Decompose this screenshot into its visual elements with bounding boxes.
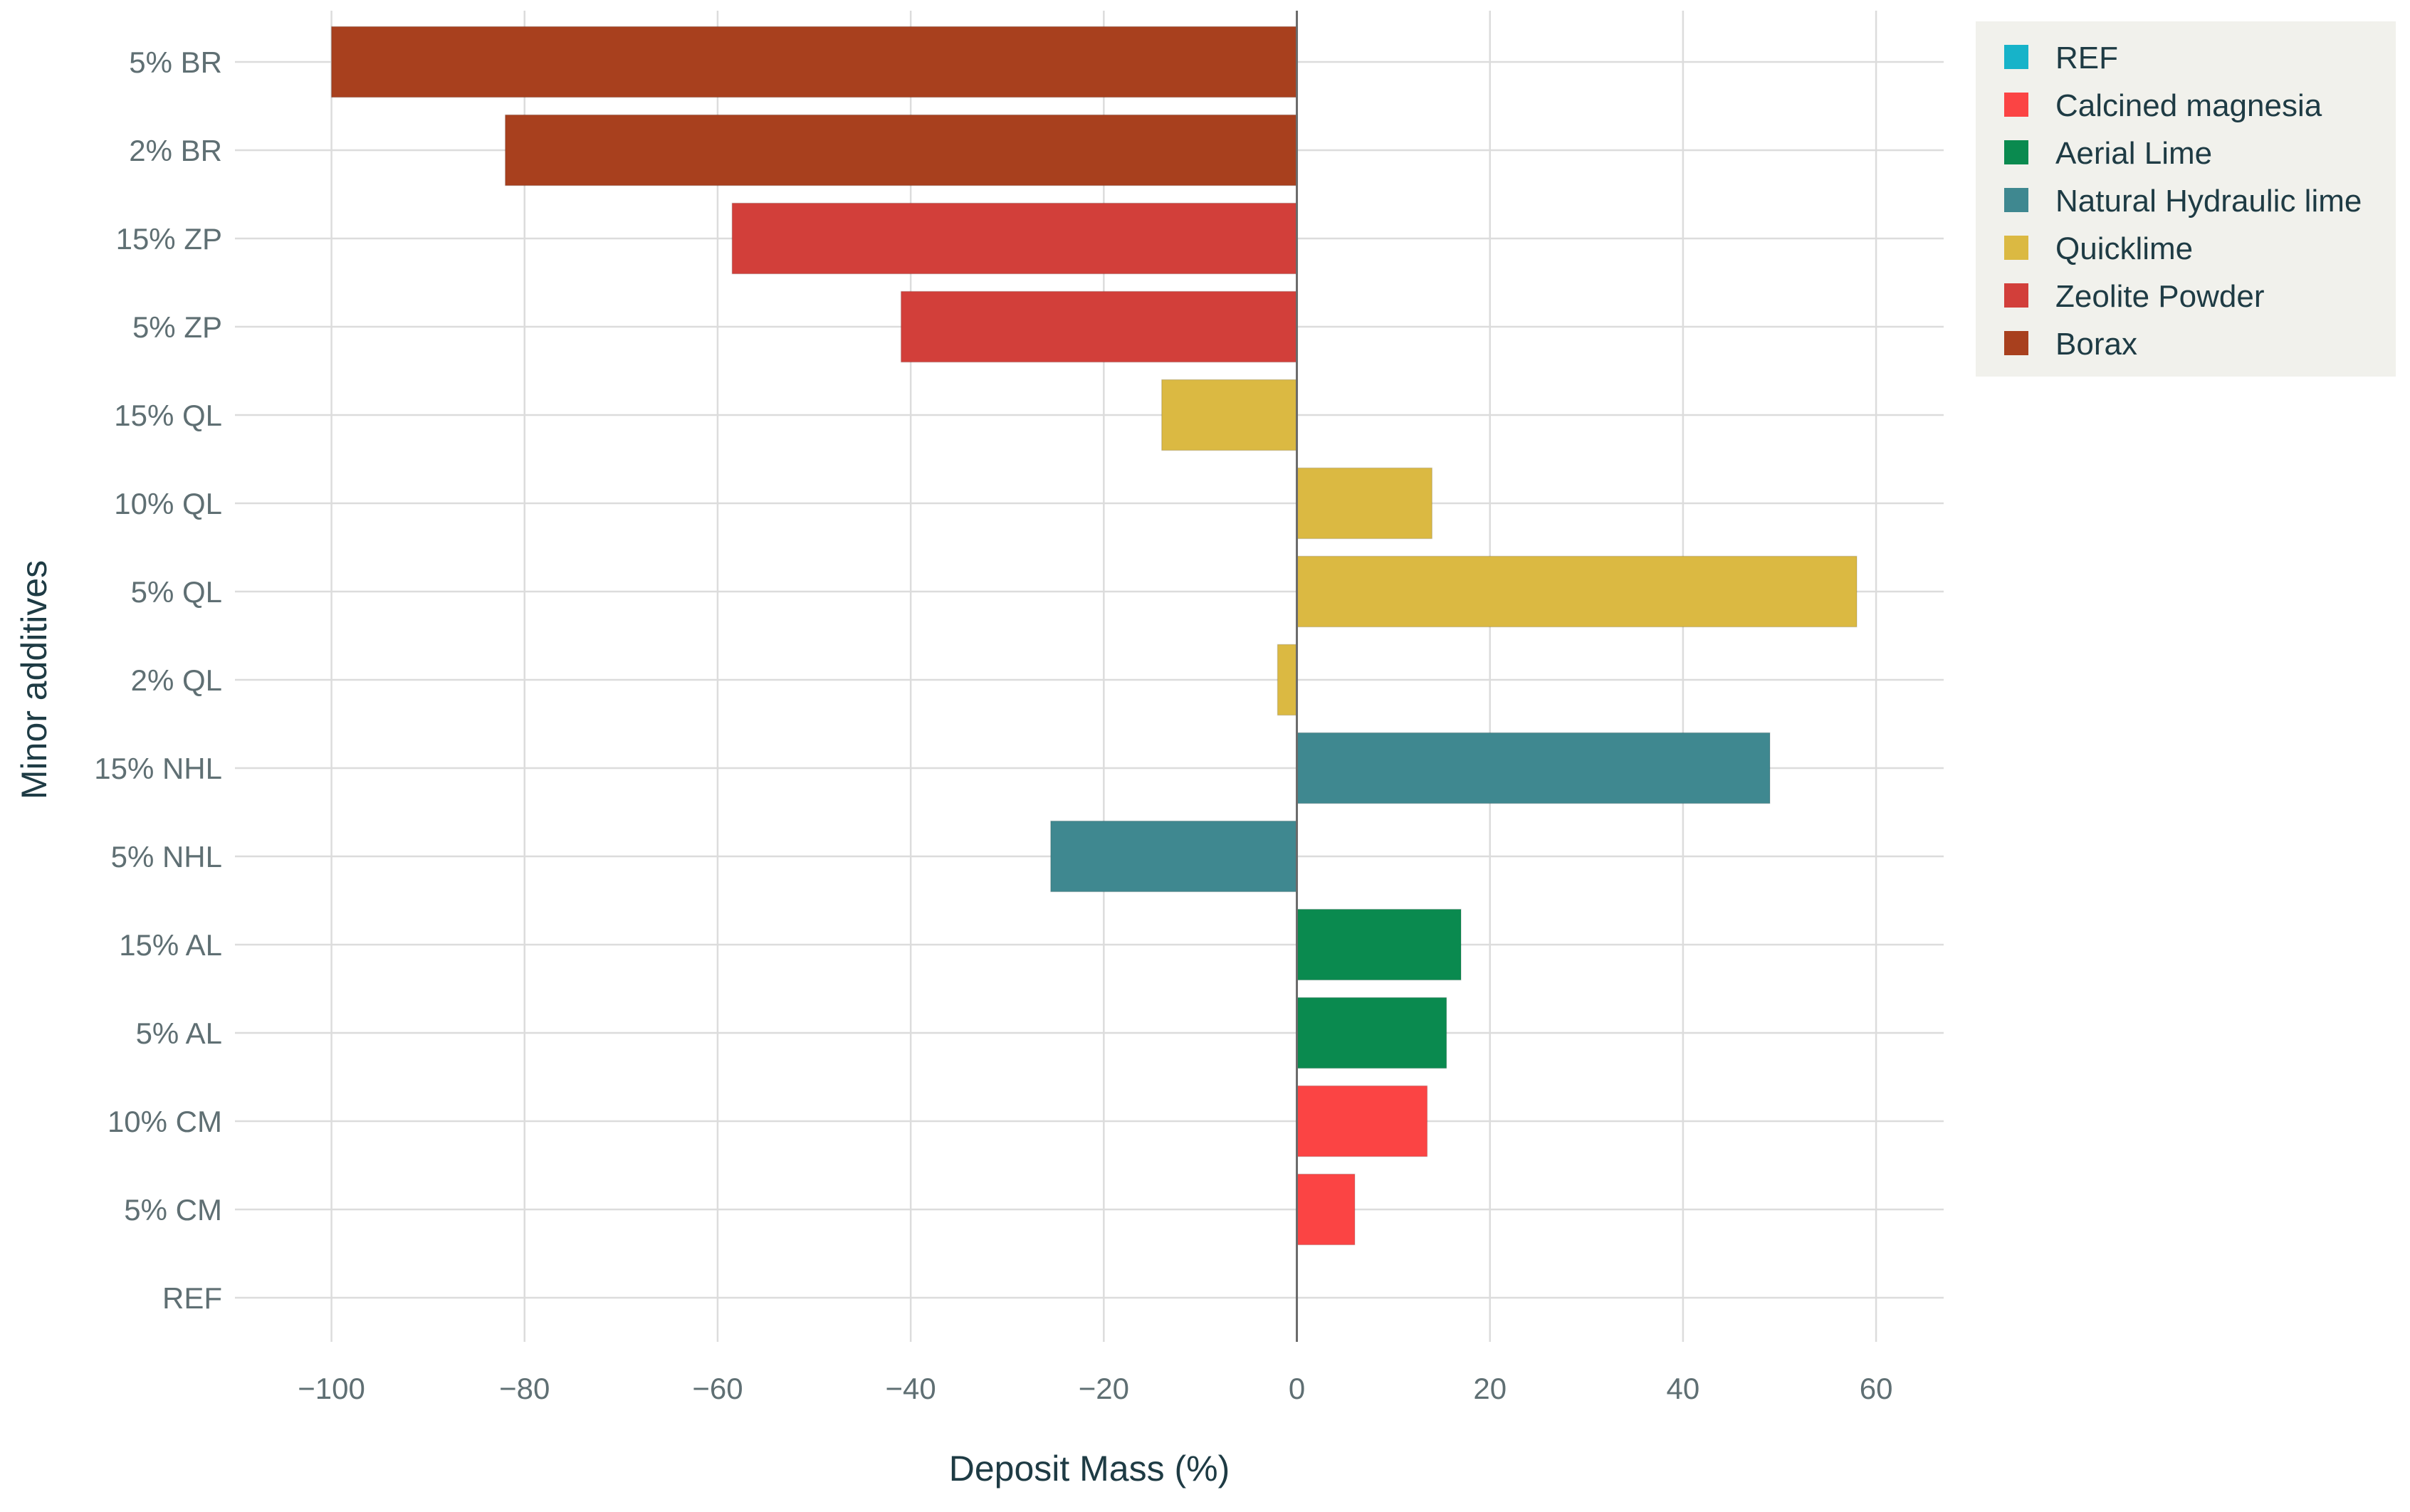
x-tick-label: −100: [298, 1372, 365, 1405]
legend-swatch: [2004, 236, 2028, 260]
x-tick-label: −80: [499, 1372, 550, 1405]
legend-swatch: [2004, 331, 2028, 355]
y-axis-title: Minor additives: [14, 560, 54, 799]
legend-swatch: [2004, 45, 2028, 69]
y-tick-label: 5% NHL: [111, 840, 222, 873]
bar-5-ql: [1296, 555, 1858, 628]
bar-2-br: [504, 114, 1298, 187]
y-tick-label: 15% QL: [114, 399, 222, 432]
legend-label: Natural Hydraulic lime: [2055, 184, 2362, 219]
x-tick-label: 0: [1289, 1372, 1305, 1405]
bar-10-cm: [1296, 1085, 1428, 1157]
x-tick-label: −40: [886, 1372, 936, 1405]
y-tick-label: 10% CM: [108, 1105, 222, 1138]
y-tick-label: 2% BR: [129, 134, 222, 167]
legend-label: Calcined magnesia: [2055, 88, 2322, 123]
bar-10-ql: [1296, 467, 1433, 540]
bar-5-cm: [1296, 1173, 1356, 1246]
y-tick-label: 5% QL: [131, 575, 222, 609]
y-tick-label: 5% BR: [129, 46, 222, 79]
x-tick-label: 40: [1667, 1372, 1700, 1405]
legend-label: Borax: [2055, 327, 2137, 362]
bar-15-nhl: [1296, 732, 1771, 804]
legend: REF Calcined magnesia Aerial Lime Natural H…: [1976, 21, 2396, 377]
y-tick-label: 10% QL: [114, 487, 222, 520]
bar-5-nhl: [1050, 820, 1298, 893]
x-tick-label: −60: [692, 1372, 743, 1405]
bar-5-zp: [900, 290, 1298, 363]
y-tick-label: 5% AL: [136, 1017, 222, 1050]
legend-swatch: [2004, 93, 2028, 117]
x-tick-labels: −100 −80 −60 −40 −20 0 20 40 60: [298, 1372, 1892, 1405]
bar-5-al: [1296, 997, 1447, 1069]
y-tick-label: 15% NHL: [94, 752, 222, 785]
bar-2-ql: [1277, 644, 1298, 716]
legend-box: [1976, 21, 2396, 377]
legend-label: Quicklime: [2055, 231, 2193, 266]
bar-5-br: [330, 26, 1298, 98]
x-axis-title: Deposit Mass (%): [949, 1449, 1230, 1489]
x-tick-label: 20: [1473, 1372, 1507, 1405]
y-tick-label: 15% AL: [119, 928, 222, 962]
y-tick-label: 15% ZP: [116, 222, 222, 256]
y-tick-label: REF: [162, 1281, 222, 1315]
legend-swatch: [2004, 140, 2028, 164]
y-tick-label: 5% ZP: [132, 310, 222, 344]
y-tick-labels: 5% BR 2% BR 15% ZP 5% ZP 15% QL 10% QL 5% QL 2%…: [94, 46, 222, 1315]
legend-label: Aerial Lime: [2055, 136, 2212, 171]
y-tick-label: 2% QL: [131, 663, 222, 697]
bar-15-ql: [1161, 379, 1298, 451]
y-tick-label: 5% CM: [124, 1193, 222, 1227]
legend-label: REF: [2055, 41, 2118, 75]
legend-swatch: [2004, 283, 2028, 308]
bars: [330, 26, 1858, 1246]
legend-swatch: [2004, 188, 2028, 212]
bar-15-al: [1296, 908, 1462, 981]
legend-label: Zeolite Powder: [2055, 279, 2264, 314]
x-tick-label: −20: [1079, 1372, 1129, 1405]
bar-15-zp: [731, 202, 1298, 275]
x-tick-label: 60: [1860, 1372, 1893, 1405]
